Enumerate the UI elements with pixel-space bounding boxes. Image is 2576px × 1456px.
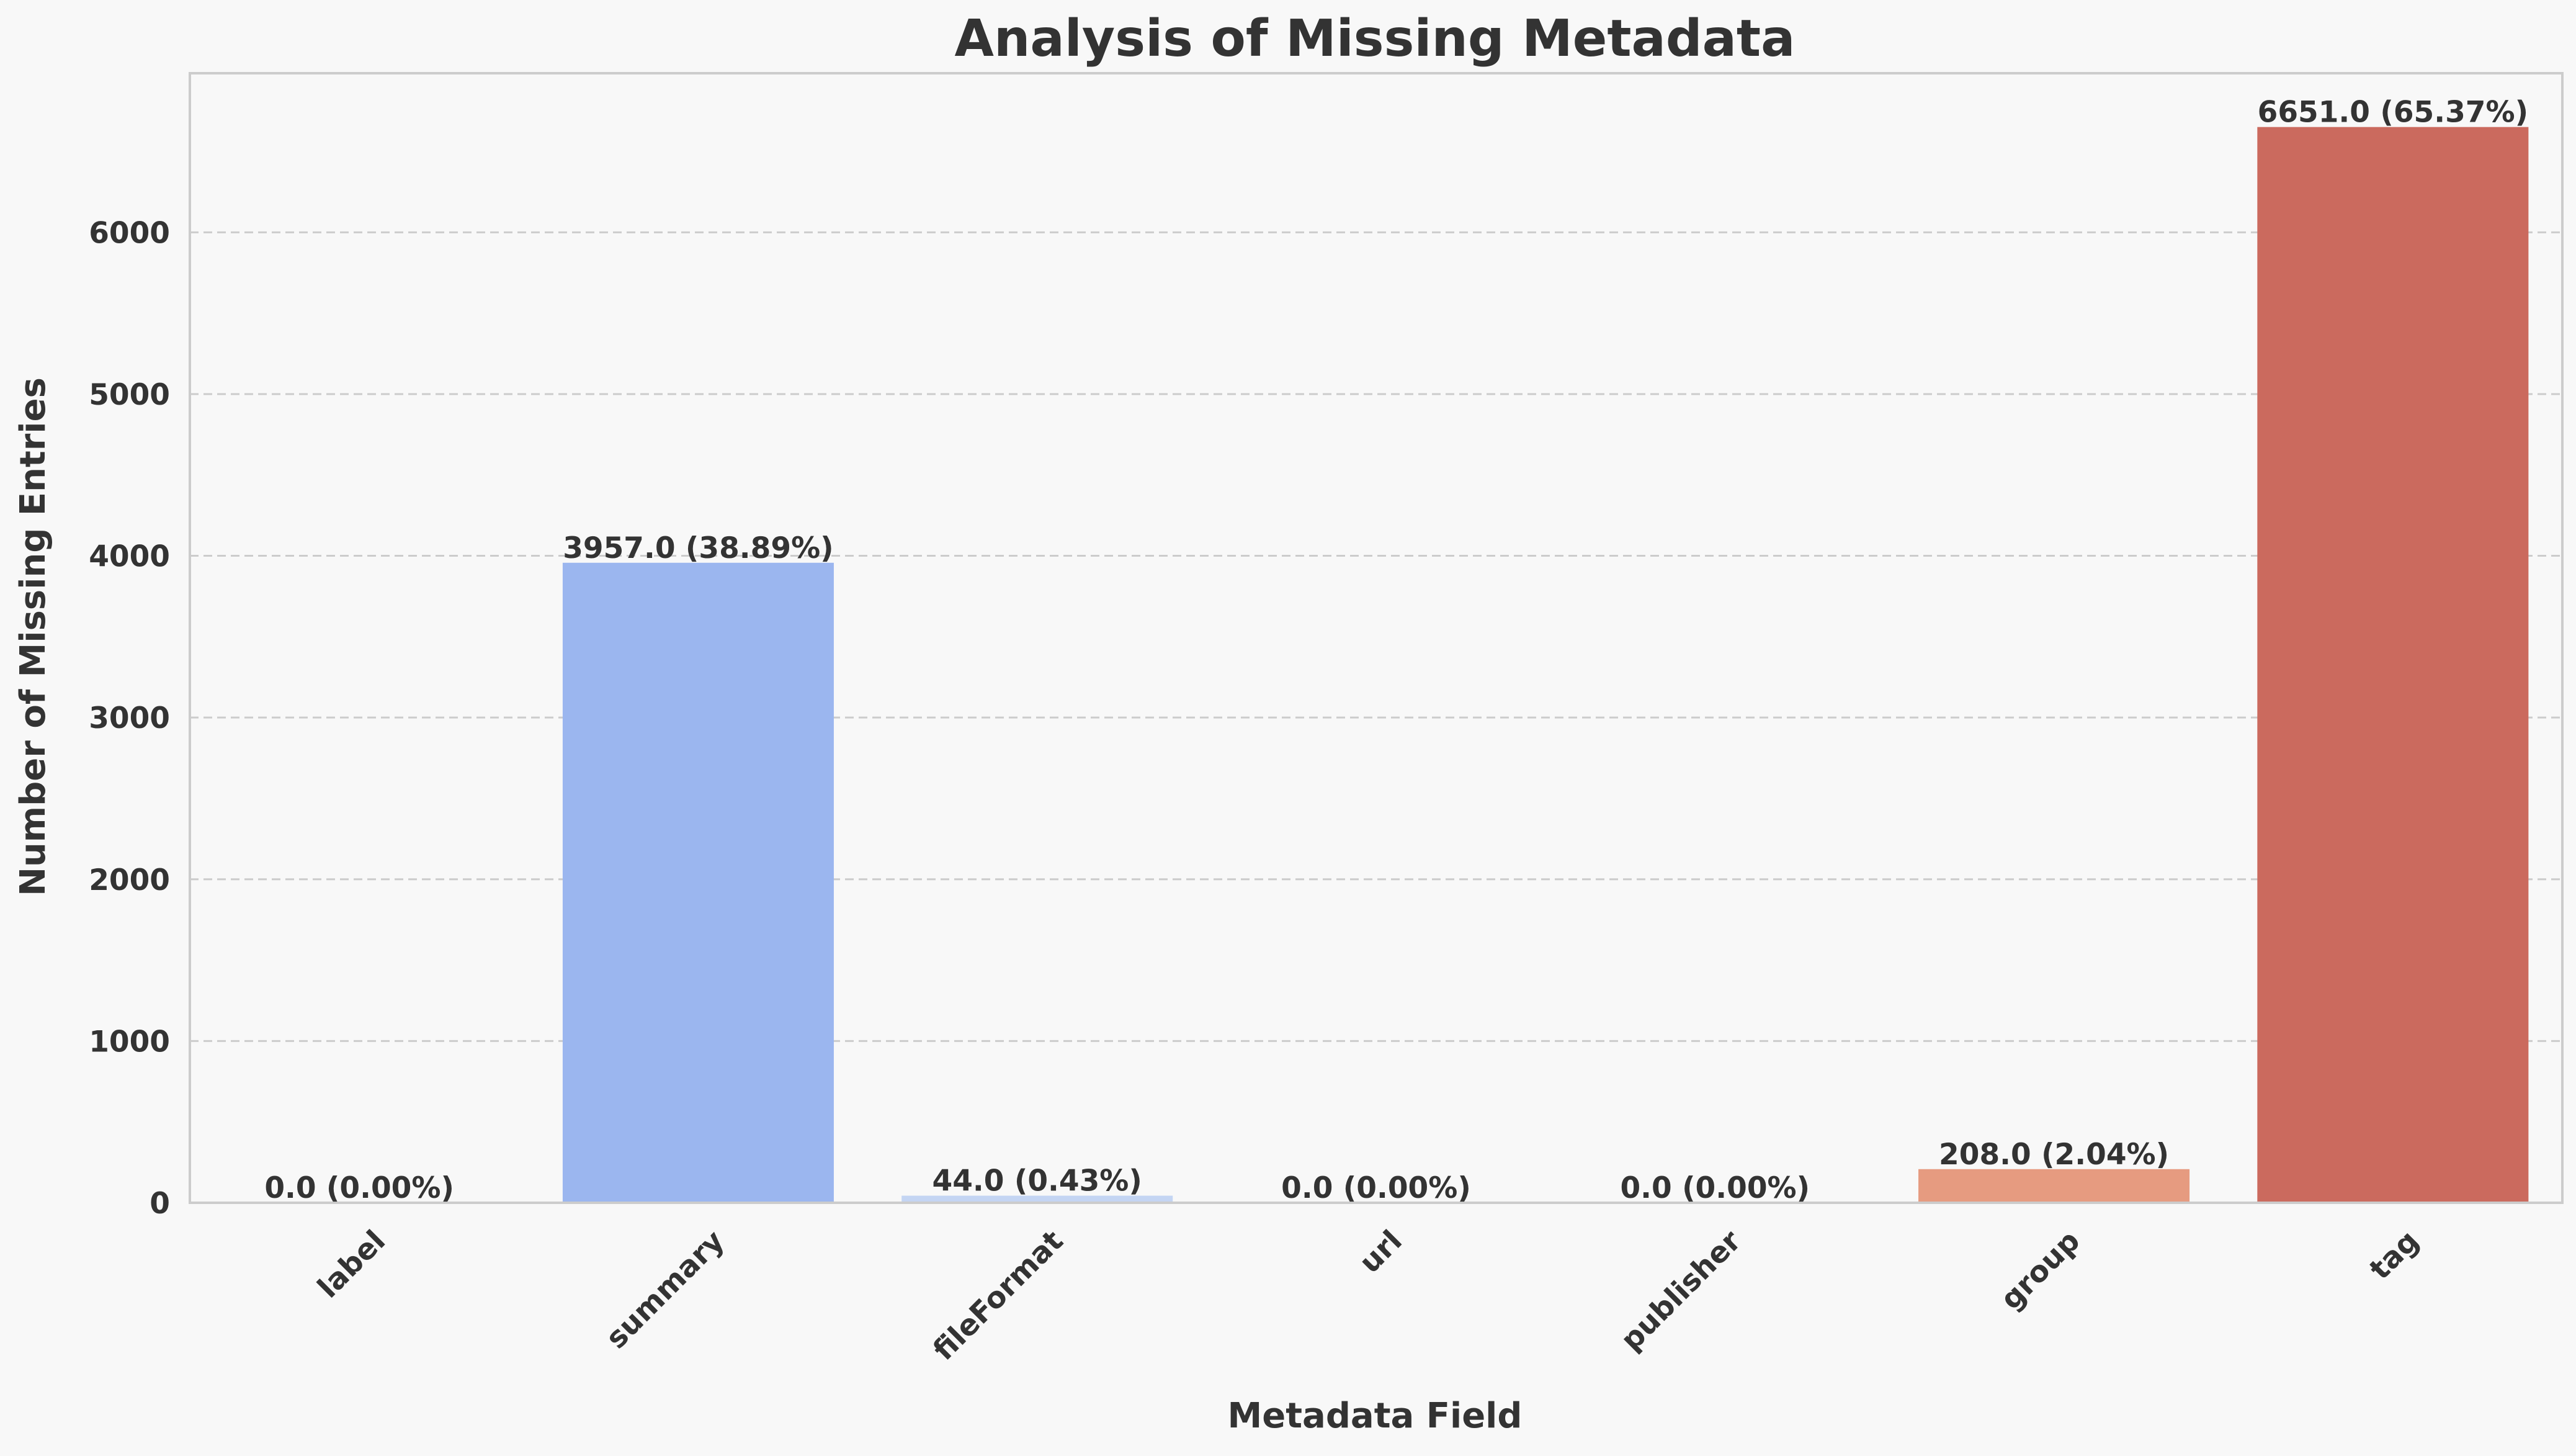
x-tick-label-fileFormat: fileFormat — [927, 1224, 1070, 1367]
y-tick-label: 0 — [150, 1187, 170, 1221]
data-label-url: 0.0 (0.00%) — [1281, 1171, 1471, 1205]
data-label-tag: 6651.0 (65.37%) — [2258, 96, 2528, 130]
y-tick-label: 6000 — [89, 216, 170, 250]
x-tick-label-url: url — [1353, 1224, 1408, 1280]
data-label-group: 208.0 (2.04%) — [1939, 1138, 2169, 1172]
data-label-summary: 3957.0 (38.89%) — [563, 531, 833, 565]
y-tick-label: 2000 — [89, 863, 170, 897]
bar-group — [1918, 1169, 2190, 1203]
bar-tag — [2257, 127, 2529, 1203]
x-tick-label-label: label — [311, 1224, 392, 1305]
plot-frame — [189, 72, 2564, 1204]
bar-fileFormat — [901, 1195, 1173, 1203]
x-tick-label-group: group — [1994, 1224, 2086, 1316]
data-label-publisher: 0.0 (0.00%) — [1620, 1171, 1810, 1205]
bar-summary — [562, 562, 834, 1203]
grid-lines — [190, 231, 2562, 1042]
y-tick-label: 5000 — [89, 378, 170, 412]
x-tick-label-tag: tag — [2363, 1224, 2426, 1287]
y-tick-label: 1000 — [89, 1025, 170, 1059]
chart-title: Analysis of Missing Metadata — [955, 9, 1796, 68]
x-tick-label-summary: summary — [599, 1224, 731, 1355]
bars — [562, 127, 2529, 1203]
data-label-fileFormat: 44.0 (0.43%) — [932, 1164, 1142, 1198]
y-axis-title: Number of Missing Entries — [13, 377, 53, 896]
y-tick-label: 3000 — [89, 701, 170, 735]
data-label-label: 0.0 (0.00%) — [264, 1171, 454, 1205]
data-labels: 0.0 (0.00%) 3957.0 (38.89%) 44.0 (0.43%) 0.… — [264, 96, 2528, 1205]
x-tick-label-publisher: publisher — [1614, 1223, 1748, 1357]
y-tick-labels: 0 1000 2000 3000 4000 5000 6000 — [89, 216, 170, 1221]
y-tick-label: 4000 — [89, 540, 170, 574]
x-tick-labels: label summary fileFormat url publisher group t… — [311, 1223, 2426, 1367]
x-axis-title: Metadata Field — [1228, 1396, 1523, 1436]
